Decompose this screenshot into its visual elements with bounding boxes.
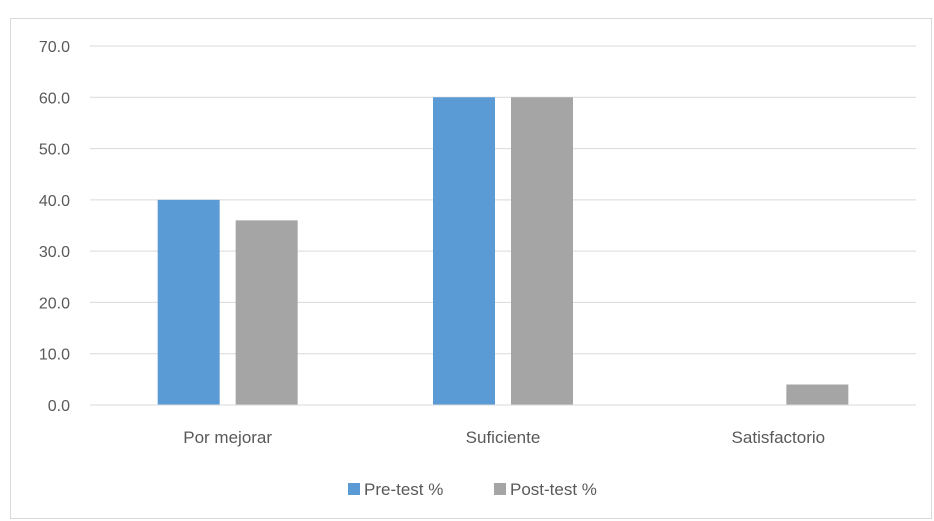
x-category-label: Suficiente (466, 428, 541, 447)
bars (157, 97, 849, 406)
bar-pre-test-por-mejorar (157, 199, 220, 405)
x-category-label: Por mejorar (183, 428, 272, 447)
y-tick-label: 50.0 (39, 142, 70, 159)
y-tick-label: 30.0 (39, 244, 70, 261)
bar-pre-test-suficiente (433, 97, 495, 406)
bar-post-test-suficiente (511, 97, 573, 406)
y-tick-labels: 0.0 10.0 20.0 30.0 40.0 50.0 60.0 70.0 (39, 39, 70, 415)
y-tick-label: 10.0 (39, 347, 70, 364)
legend-swatch (494, 483, 506, 495)
bar-post-test-satisfactorio (786, 384, 849, 405)
bar-post-test-por-mejorar (235, 220, 298, 405)
y-tick-label: 60.0 (39, 90, 70, 107)
legend-swatch (348, 483, 360, 495)
legend-label: Post-test % (510, 480, 597, 499)
x-category-labels: Por mejorar Suficiente Satisfactorio (183, 428, 825, 447)
legend: Pre-test % Post-test % (348, 480, 597, 499)
y-tick-label: 20.0 (39, 295, 70, 312)
gridlines (90, 45, 916, 355)
x-category-label: Satisfactorio (732, 428, 826, 447)
y-tick-label: 0.0 (48, 398, 70, 415)
y-tick-label: 40.0 (39, 193, 70, 210)
legend-label: Pre-test % (364, 480, 443, 499)
y-tick-label: 70.0 (39, 39, 70, 56)
